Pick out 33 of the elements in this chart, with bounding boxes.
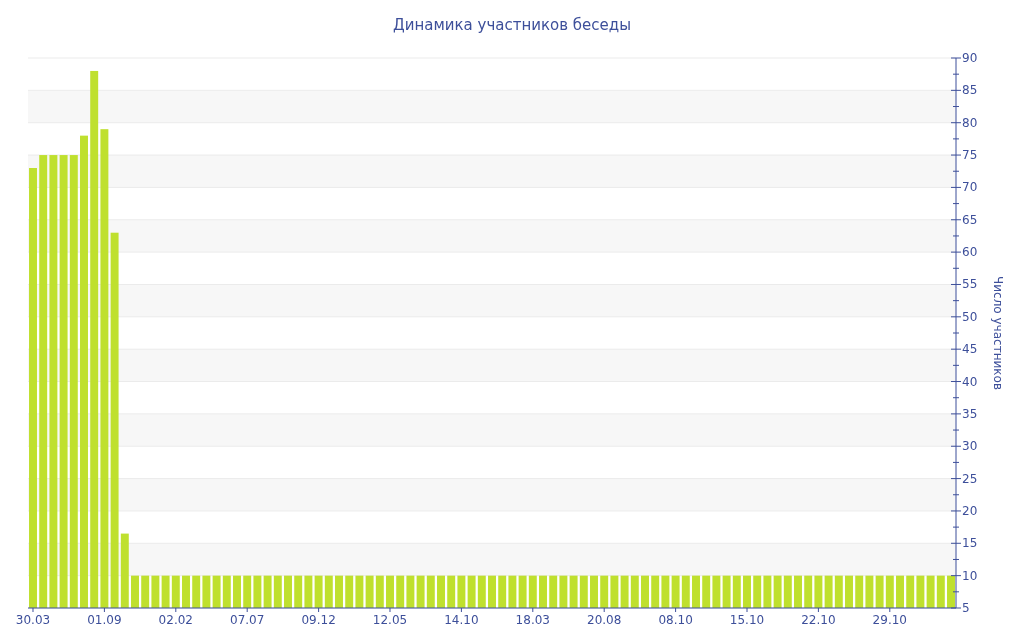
x-tick-label: 15.10 [729, 613, 765, 627]
y-tick-label: 40 [962, 374, 978, 389]
x-tick-label: 02.02 [158, 613, 193, 627]
y-axis-title: Число участников [991, 276, 1005, 390]
y-tick-label: 55 [962, 277, 978, 292]
chart-title: Динамика участников беседы [392, 16, 632, 34]
x-tick-label: 14.10 [444, 613, 479, 627]
x-tick-label: 18.03 [515, 613, 550, 627]
x-tick-label: 01.09 [87, 613, 122, 627]
x-tick-label: 29.10 [872, 613, 907, 627]
x-tick-label: 08.10 [658, 613, 693, 627]
y-tick-label: 15 [962, 536, 978, 551]
x-tick-label: 20.08 [587, 613, 622, 627]
y-tick-label: 60 [962, 245, 978, 260]
y-tick-label: 5 [962, 601, 970, 615]
y-tick-label: 90 [962, 51, 978, 65]
y-tick-label: 85 [962, 83, 978, 98]
y-tick-label: 10 [962, 568, 978, 583]
y-tick-label: 75 [962, 148, 978, 163]
y-tick-label: 20 [962, 503, 978, 518]
y-tick-label: 65 [962, 212, 978, 227]
x-tick-label: 22.10 [801, 613, 836, 627]
y-tick-label: 35 [962, 406, 978, 421]
x-tick-label: 09.12 [301, 613, 336, 627]
y-tick-label: 80 [962, 115, 978, 130]
y-tick-label: 45 [962, 342, 978, 357]
y-tick-label: 25 [962, 471, 978, 486]
x-tick-label: 07.07 [230, 613, 265, 627]
x-tick-label: 30.03 [15, 613, 51, 627]
y-tick-label: 70 [962, 180, 978, 195]
y-tick-label: 50 [962, 309, 978, 324]
x-tick-label: 12.05 [372, 613, 408, 627]
y-tick-label: 30 [962, 439, 978, 454]
